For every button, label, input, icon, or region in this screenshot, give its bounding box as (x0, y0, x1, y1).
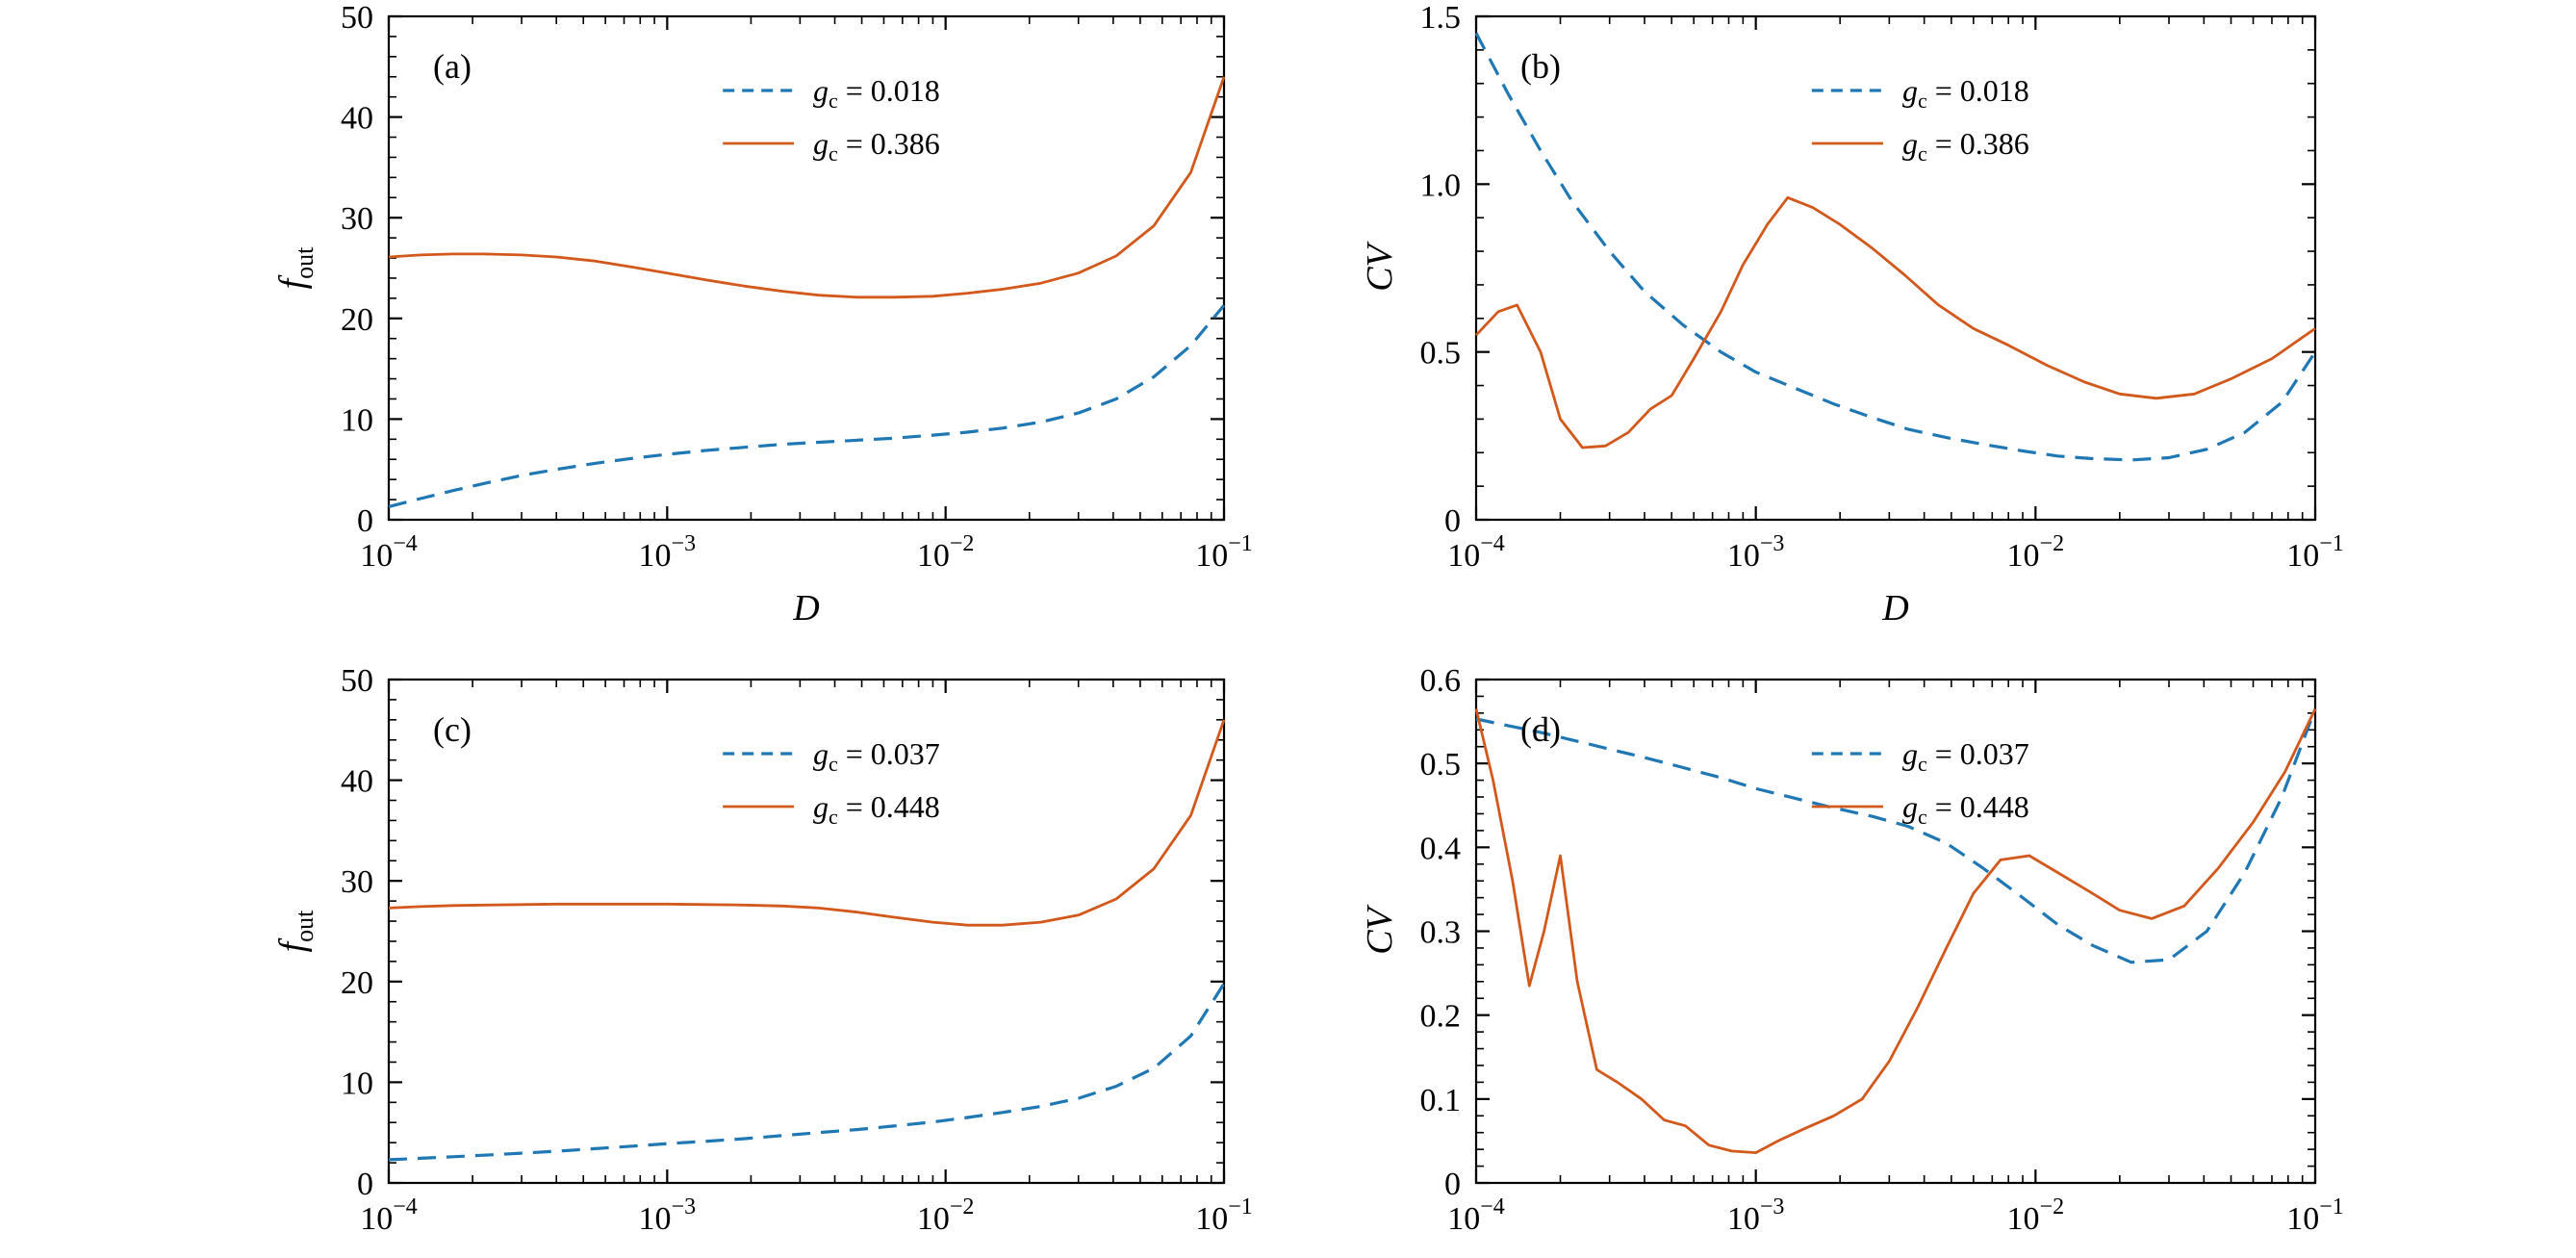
curve-gc-0.037 (1475, 707, 2317, 964)
y-tick-label: 1.5 (1420, 0, 1462, 36)
curve-gc-0.386 (1474, 195, 2316, 449)
x-tick-label: 10−3 (1727, 1194, 1785, 1237)
y-tick-label: 0.2 (1420, 999, 1462, 1035)
x-tick-label: 10−4 (1447, 1194, 1505, 1237)
legend-label: gc = 0.037 (813, 736, 940, 776)
y-tick-label: 0 (357, 503, 373, 539)
y-tick-label: 0.4 (1420, 831, 1462, 866)
y-tick-label: 0.5 (1420, 747, 1462, 783)
x-tick-label: 10−1 (1195, 531, 1253, 574)
panel-d: 10−4 10−3 10−2 10−1 0 0.1 0.2 0.3 0.4 0.5 0.6 D CV gc… (1360, 663, 2344, 1258)
y-tick-label: 0 (1444, 1167, 1461, 1202)
axes-box (387, 678, 1226, 1185)
x-axis-label: D (792, 1251, 819, 1258)
legend: gc = 0.018 gc = 0.386 (723, 73, 940, 166)
x-tick-label: 10−3 (1727, 531, 1785, 574)
x-tick-label: 10−1 (2286, 531, 2344, 574)
y-axis-label: fout (272, 246, 319, 290)
x-tick-label: 10−2 (917, 1194, 975, 1237)
x-axis-label: D (792, 588, 819, 629)
legend: gc = 0.037 gc = 0.448 (723, 736, 940, 829)
y-tick-label: 0.1 (1420, 1083, 1462, 1118)
legend-label: gc = 0.018 (1902, 73, 2029, 113)
panel-letter: (d) (1520, 710, 1561, 749)
curve-gc-0.386 (388, 76, 1226, 299)
y-axis-label: fout (272, 910, 319, 953)
x-tick-label: 10−3 (639, 531, 697, 574)
legend-label: gc = 0.448 (813, 789, 940, 829)
x-tick-label: 10−2 (2007, 531, 2065, 574)
axes-box (1474, 678, 2317, 1185)
y-tick-label: 1.0 (1420, 167, 1462, 203)
curve-gc-0.018 (388, 304, 1226, 508)
panel-letter: (b) (1520, 47, 1561, 86)
legend-label: gc = 0.037 (1902, 736, 2029, 776)
x-tick-label: 10−4 (360, 531, 418, 574)
y-tick-label: 50 (341, 0, 373, 36)
x-axis-label: D (1881, 588, 1908, 629)
legend: gc = 0.037 gc = 0.448 (1811, 736, 2029, 829)
legend-label: gc = 0.386 (813, 126, 940, 166)
x-tick-label: 10−2 (917, 531, 975, 574)
x-tick-label: 10−4 (360, 1194, 418, 1237)
y-tick-label: 40 (341, 764, 373, 800)
x-tick-label: 10−1 (1195, 1194, 1253, 1237)
legend-label: gc = 0.018 (813, 73, 940, 113)
x-tick-label: 10−3 (639, 1194, 697, 1237)
x-axis-label: D (1881, 1251, 1908, 1258)
y-tick-label: 0.6 (1420, 663, 1462, 699)
y-tick-label: 0 (1444, 503, 1461, 539)
y-tick-label: 0 (357, 1167, 373, 1202)
y-axis-label: CV (1360, 241, 1400, 291)
x-tick-label: 10−2 (2007, 1194, 2065, 1237)
curve-gc-0.448 (1474, 707, 2317, 1154)
x-tick-label: 10−1 (2286, 1194, 2344, 1237)
curve-gc-0.018 (1474, 32, 2317, 462)
y-tick-label: 30 (341, 201, 373, 237)
legend: gc = 0.018 gc = 0.386 (1811, 73, 2029, 166)
x-tick-label: 10−4 (1447, 531, 1505, 574)
y-tick-label: 10 (341, 402, 373, 438)
curve-gc-0.037 (388, 983, 1226, 1162)
axes-box (1474, 14, 2317, 522)
panel-letter: (c) (433, 710, 472, 749)
panel-letter: (a) (433, 47, 472, 86)
y-axis-label: CV (1360, 904, 1400, 954)
curve-gc-0.448 (388, 719, 1226, 927)
legend-label: gc = 0.448 (1902, 789, 2029, 829)
y-tick-label: 0.5 (1420, 336, 1462, 372)
y-tick-label: 10 (341, 1065, 373, 1101)
y-tick-label: 20 (341, 302, 373, 338)
legend-label: gc = 0.386 (1902, 126, 2029, 166)
y-tick-label: 50 (341, 663, 373, 699)
y-tick-label: 0.3 (1420, 915, 1462, 951)
y-tick-label: 20 (341, 965, 373, 1001)
y-tick-label: 30 (341, 864, 373, 900)
y-tick-label: 40 (341, 101, 373, 137)
axes-box (387, 14, 1226, 522)
